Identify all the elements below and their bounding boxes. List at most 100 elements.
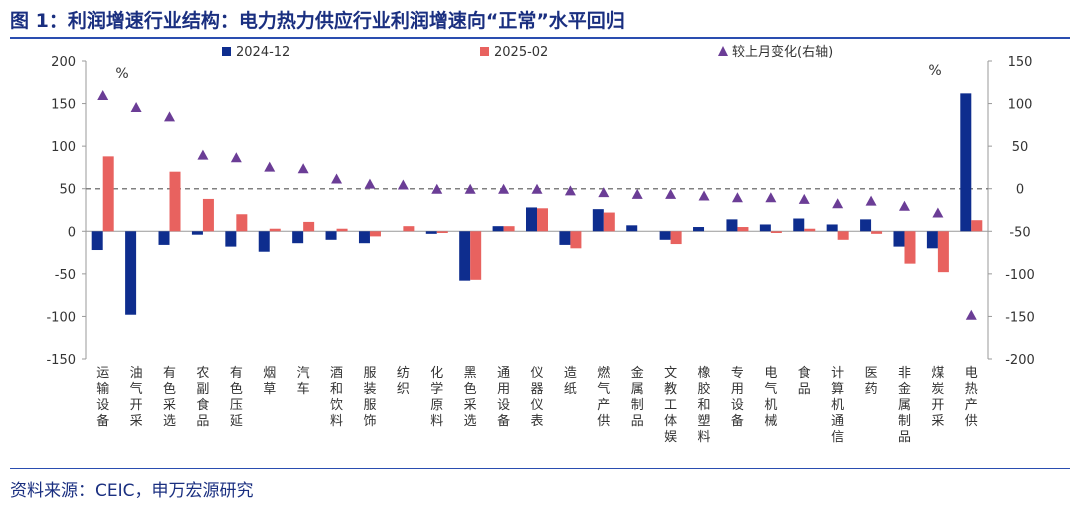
bar-2024-12 (793, 218, 805, 232)
change-marker (965, 309, 977, 320)
change-marker (197, 149, 209, 160)
bar-2024-12 (726, 219, 738, 232)
x-category-label: 化学原料 (430, 366, 443, 429)
bar-2025-02 (570, 231, 582, 249)
bar-2024-12 (526, 207, 537, 232)
bar-2025-02 (169, 171, 181, 232)
x-category-label: 燃气产供 (597, 365, 610, 429)
bar-2024-12 (225, 231, 237, 247)
bar-2025-02 (770, 231, 782, 233)
change-marker (932, 207, 944, 218)
change-marker (798, 193, 810, 204)
bar-2025-02 (503, 226, 515, 232)
change-marker (464, 183, 476, 194)
bar-2024-12 (592, 209, 604, 232)
x-category-label: 农副食品 (196, 366, 209, 429)
legend-2024-12-swatch (222, 47, 231, 56)
y-left-tick-label: 50 (59, 183, 76, 198)
bar-2025-02 (937, 231, 949, 273)
change-marker (765, 192, 777, 203)
x-category-label: 文教工体娱 (664, 366, 677, 445)
bar-2025-02 (603, 212, 615, 232)
x-category-label: 黑色采选 (464, 366, 477, 429)
x-category-label: 纺织 (397, 366, 410, 397)
bar-2024-12 (459, 231, 471, 281)
y-left-tick-label: 0 (68, 225, 76, 240)
x-category-label: 有色采选 (163, 366, 176, 429)
bar-2025-02 (670, 231, 682, 245)
change-marker (230, 152, 242, 163)
x-category-label: 橡胶和塑料 (698, 366, 711, 445)
x-category-label: 专用设备 (731, 366, 744, 429)
bar-2025-02 (537, 208, 548, 232)
bar-2025-02 (971, 220, 983, 232)
y-left-tick-label: 200 (51, 55, 76, 70)
change-marker (130, 101, 142, 112)
change-marker (698, 190, 710, 201)
x-category-label: 煤炭开采 (931, 366, 944, 429)
bar-2025-02 (737, 227, 749, 232)
y-right-tick-label: -50 (1009, 225, 1030, 240)
x-category-label: 服装服饰 (363, 366, 376, 429)
change-marker (531, 183, 543, 194)
legend-change-label: 较上月变化(右轴) (732, 44, 833, 60)
change-marker (97, 90, 109, 101)
y-right-tick-label: -150 (1005, 310, 1035, 325)
change-marker (598, 187, 610, 198)
bar-2024-12 (358, 231, 370, 244)
y-right-tick-label: -200 (1005, 353, 1035, 368)
bar-2024-12 (425, 231, 437, 234)
bar-2024-12 (659, 231, 671, 240)
change-marker (665, 188, 677, 199)
y-left-tick-label: -100 (46, 310, 76, 325)
legend-2025-02-swatch (480, 47, 489, 56)
change-marker (832, 198, 844, 209)
bar-2025-02 (269, 228, 281, 232)
y-left-tick-label: -50 (55, 268, 76, 283)
legend-change-swatch (718, 46, 728, 56)
y-right-tick-label: 100 (1008, 98, 1033, 113)
source-note: 资料来源：CEIC，申万宏源研究 (10, 481, 254, 501)
x-category-label: 运输设备 (96, 366, 109, 429)
x-category-label: 医药 (865, 366, 878, 397)
bar-2024-12 (91, 231, 103, 251)
change-marker (865, 195, 877, 206)
bar-2024-12 (860, 219, 872, 232)
change-marker (898, 200, 910, 211)
bar-2024-12 (926, 231, 938, 249)
x-category-label: 酒和饮料 (330, 366, 343, 429)
bar-2025-02 (871, 231, 883, 234)
figure-title: 图 1：利润增速行业结构：电力热力供应行业利润增速向“正常”水平回归 (10, 10, 625, 32)
x-category-label: 造纸 (564, 366, 577, 397)
legend-2025-02-label: 2025-02 (494, 45, 548, 60)
x-category-label: 通用设备 (497, 366, 510, 429)
bar-2024-12 (158, 231, 170, 245)
x-category-label: 电气机械 (764, 366, 777, 429)
x-category-label: 油气开采 (130, 366, 143, 429)
y-right-tick-label: -100 (1005, 268, 1035, 283)
bar-2024-12 (693, 227, 705, 232)
bar-2024-12 (292, 231, 304, 244)
bar-2025-02 (436, 231, 448, 233)
bar-2025-02 (804, 228, 816, 232)
change-marker (331, 173, 343, 184)
change-marker (164, 111, 176, 122)
bar-2024-12 (826, 224, 838, 232)
bar-2024-12 (893, 231, 905, 247)
change-marker (264, 161, 276, 172)
change-marker (364, 178, 376, 189)
title-divider (10, 37, 1070, 39)
change-marker (631, 188, 643, 199)
x-category-label: 金属制品 (631, 365, 644, 429)
change-marker (498, 183, 510, 194)
bar-2024-12 (125, 231, 137, 315)
x-category-label: 计算机通信 (831, 366, 844, 445)
y-left-tick-label: 150 (51, 98, 76, 113)
bar-2025-02 (837, 231, 849, 240)
y-right-tick-label: 50 (1012, 140, 1029, 155)
bar-2025-02 (303, 221, 315, 232)
bar-2025-02 (236, 214, 248, 232)
y-right-unit: % (928, 63, 941, 79)
bar-2025-02 (470, 231, 482, 280)
